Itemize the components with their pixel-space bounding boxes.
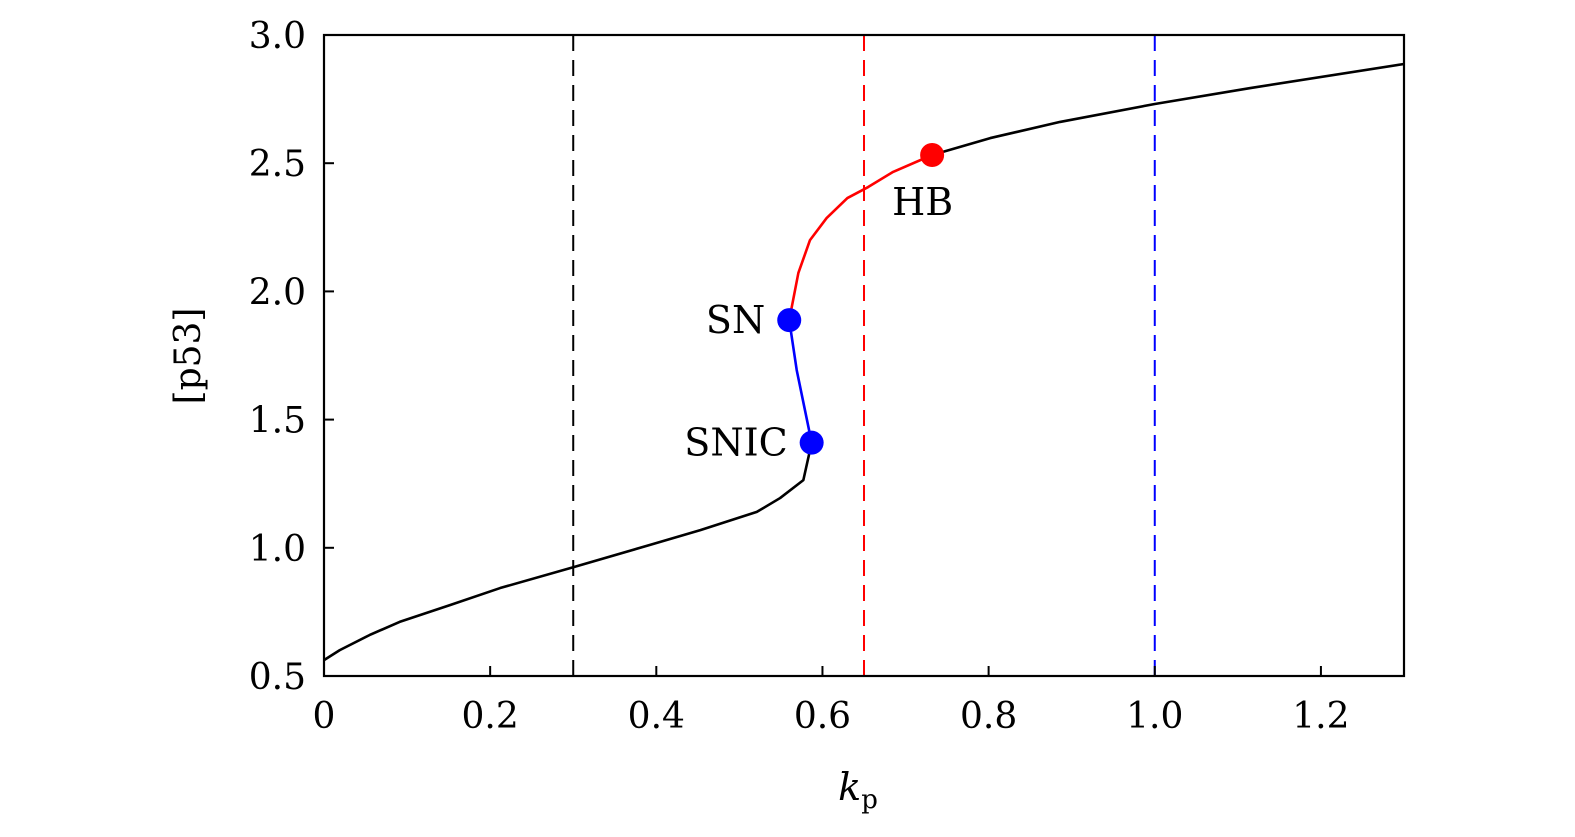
bifurcation-point-label: SNIC [684,421,787,465]
y-tick-label: 2.5 [249,144,306,185]
y-tick-label: 1.5 [249,401,306,442]
series-line [787,153,933,321]
x-tick-label: 1.2 [1292,696,1349,737]
y-tick-label: 0.5 [249,657,306,698]
x-tick-label: 0 [313,696,336,737]
y-tick-label: 2.0 [249,272,306,313]
x-tick-label: 0.2 [462,696,519,737]
plot-frame [322,33,1406,678]
x-tick-label: 1.0 [1126,696,1183,737]
y-tick-label: 3.0 [249,16,306,57]
x-tick-label: 0.4 [628,696,685,737]
bifurcation-point-label: HB [892,180,953,224]
x-tick-label: 0.6 [794,696,851,737]
bifurcation-point-marker [799,430,824,455]
series-line [323,442,813,662]
y-axis-label: [p53] [168,308,209,405]
x-axis-label: kp [838,765,878,815]
bifurcation-point-marker [777,308,802,333]
bifurcation-point-marker [920,142,945,167]
series-line [787,319,813,443]
bifurcation-point-label: SN [706,298,765,342]
y-tick-label: 1.0 [249,529,306,570]
series-line [931,62,1405,157]
x-tick-label: 0.8 [960,696,1017,737]
